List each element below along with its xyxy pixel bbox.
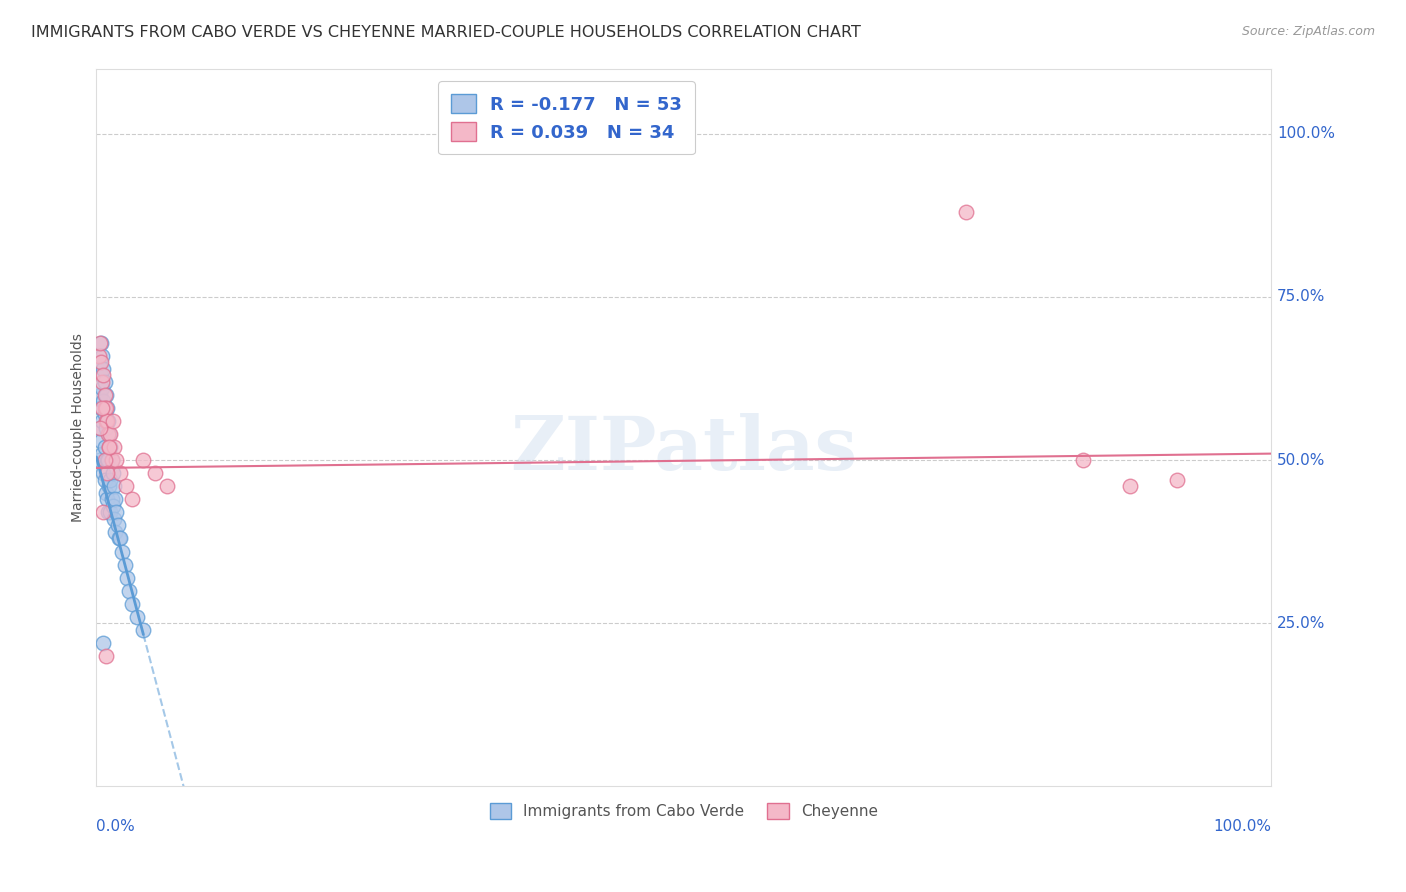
Point [143,466,166,480]
Point [93,401,115,415]
Point [100,473,122,487]
Point [97,427,120,442]
Point [101,499,124,513]
Text: 75.0%: 75.0% [1277,290,1326,304]
Point [91,375,114,389]
Text: IMMIGRANTS FROM CABO VERDE VS CHEYENNE MARRIED-COUPLE HOUSEHOLDS CORRELATION CHA: IMMIGRANTS FROM CABO VERDE VS CHEYENNE M… [31,25,860,40]
Point [98,427,121,442]
Point [97,414,120,428]
Text: 100.0%: 100.0% [1277,127,1336,141]
Point [105,505,128,519]
Point [94,401,117,415]
Point [115,571,138,585]
Point [108,466,131,480]
Point [93,368,115,383]
Point [98,440,121,454]
Point [97,505,120,519]
Text: 0.0%: 0.0% [97,819,135,834]
Point [100,453,122,467]
Point [93,440,115,454]
Point [111,544,134,558]
Point [105,453,128,467]
Y-axis label: Married-couple Households: Married-couple Households [72,333,86,522]
Point [104,492,127,507]
Point [89,420,111,434]
Point [93,636,115,650]
Point [118,583,141,598]
Point [100,440,122,454]
Point [93,473,115,487]
Text: 50.0%: 50.0% [1277,452,1326,467]
Point [108,532,131,546]
Point [132,623,155,637]
Point [91,349,114,363]
Point [96,414,118,428]
Point [96,492,118,507]
Legend: Immigrants from Cabo Verde, Cheyenne: Immigrants from Cabo Verde, Cheyenne [484,797,884,825]
Point [1071,453,1094,467]
Point [91,381,114,395]
Point [93,453,115,467]
Point [91,447,114,461]
Text: 25.0%: 25.0% [1277,615,1326,631]
Point [103,440,125,454]
Point [93,408,115,422]
Point [955,205,977,219]
Point [121,597,143,611]
Point [1119,479,1142,493]
Point [90,368,112,383]
Point [97,453,120,467]
Point [90,434,112,448]
Point [93,375,115,389]
Point [89,335,111,350]
Point [93,466,115,480]
Point [90,355,112,369]
Point [94,648,117,663]
Point [93,394,115,409]
Point [91,414,114,428]
Point [127,609,149,624]
Point [104,524,127,539]
Point [156,479,179,493]
Point [89,420,111,434]
Point [96,453,118,467]
Point [107,532,129,546]
Point [87,349,110,363]
Point [100,492,122,507]
Point [107,518,129,533]
Point [100,505,122,519]
Point [132,453,155,467]
Point [100,453,122,467]
Text: 100.0%: 100.0% [1213,819,1271,834]
Point [96,401,118,415]
Point [103,512,125,526]
Point [98,440,121,454]
Text: ZIPatlas: ZIPatlas [510,412,858,485]
Point [90,401,112,415]
Point [89,388,111,402]
Point [94,414,117,428]
Point [93,388,115,402]
Point [96,466,118,480]
Point [114,479,136,493]
Point [98,479,121,493]
Point [103,479,125,493]
Point [114,558,136,572]
Point [87,453,110,467]
Point [91,401,114,415]
Point [100,427,122,442]
Text: Source: ZipAtlas.com: Source: ZipAtlas.com [1241,25,1375,38]
Point [101,466,124,480]
Point [101,414,124,428]
Point [94,485,117,500]
Point [94,388,117,402]
Point [93,505,115,519]
Point [94,420,117,434]
Point [89,355,111,369]
Point [90,335,112,350]
Point [121,492,143,507]
Point [1166,473,1188,487]
Point [93,361,115,376]
